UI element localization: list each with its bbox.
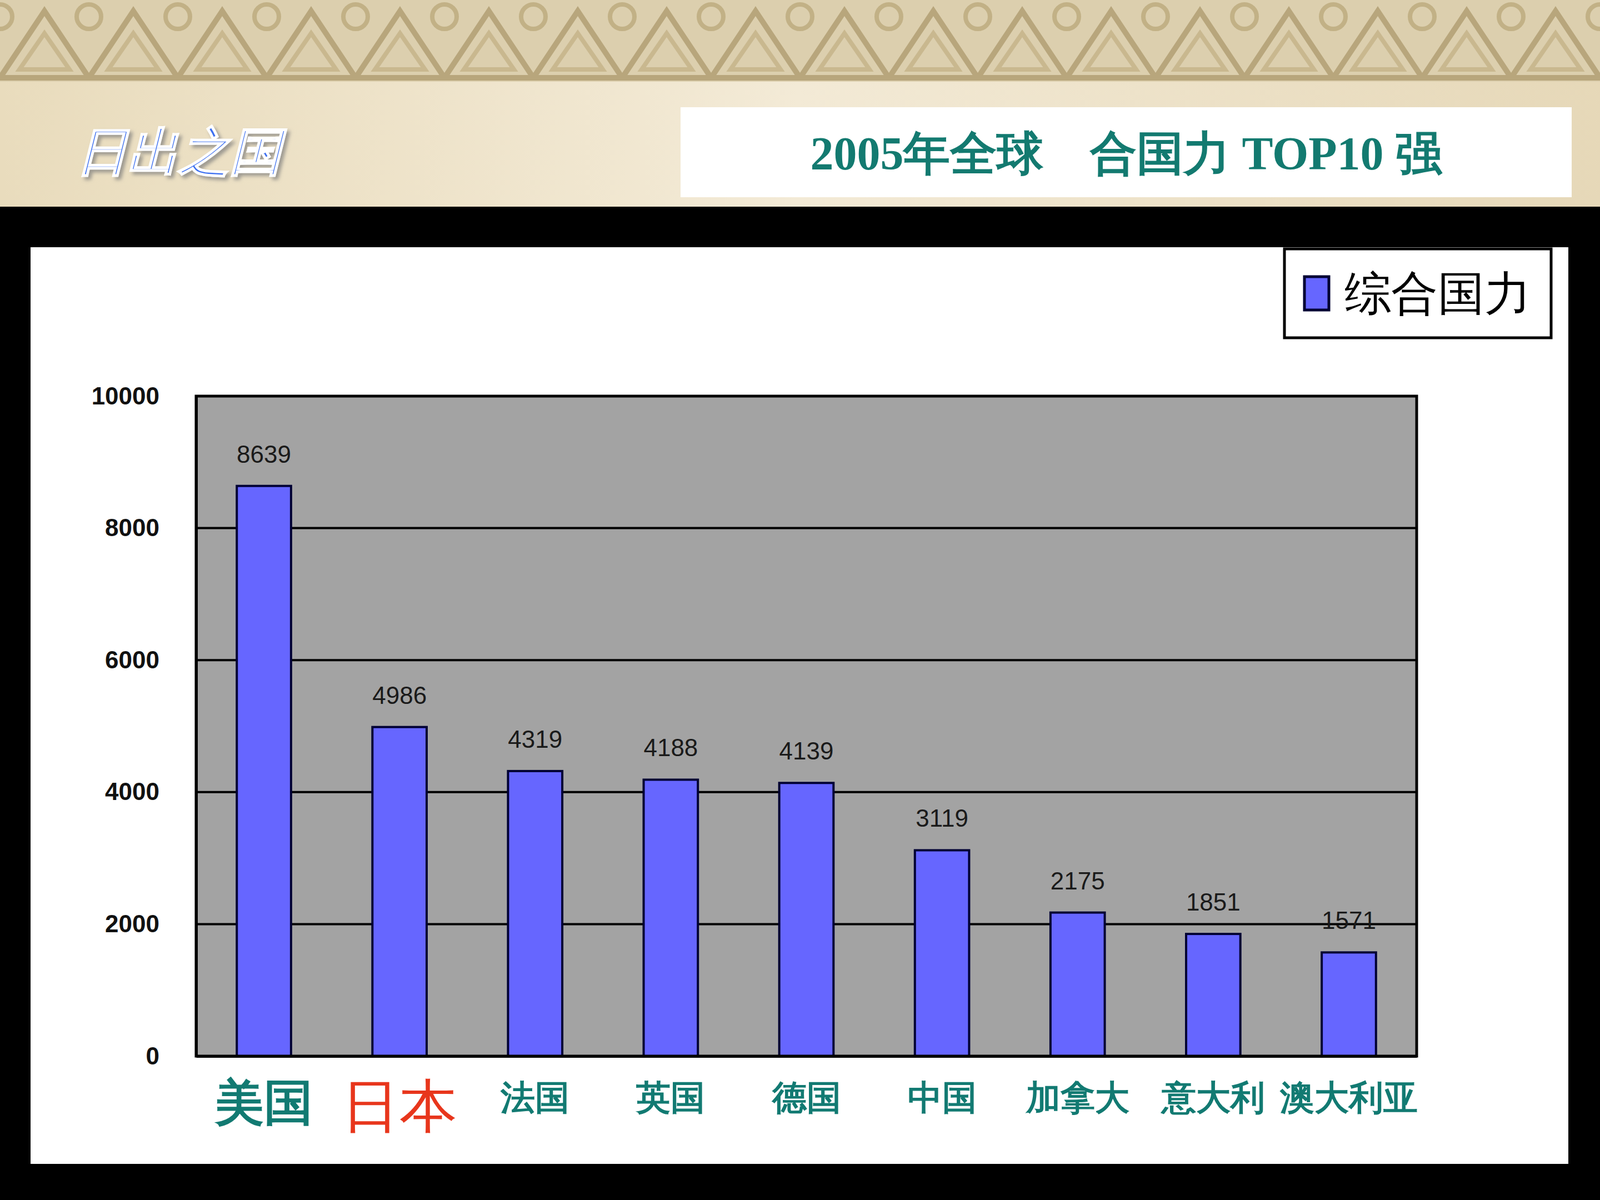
y-tick-label: 0 bbox=[146, 1042, 160, 1070]
chart-panel bbox=[30, 247, 1569, 1164]
x-tick: 加拿大 bbox=[1025, 1056, 1130, 1117]
data-label: 3119 bbox=[915, 804, 969, 832]
data-label: 8639 bbox=[236, 440, 292, 468]
bar bbox=[372, 727, 427, 1057]
x-axis: 美国日本 法国 英国 德国 中国 加拿大意大利澳大利亚 bbox=[196, 1056, 1418, 1139]
plot-background bbox=[196, 396, 1417, 1057]
bar bbox=[643, 779, 699, 1057]
x-tick-label: 德国 bbox=[771, 1078, 842, 1117]
legend: 综合国力 bbox=[1284, 248, 1552, 338]
grid-line bbox=[196, 658, 1417, 662]
x-tick: 澳大利亚 bbox=[1279, 1056, 1418, 1117]
x-tick: 日本 bbox=[341, 1056, 458, 1139]
y-tick: 4000 bbox=[105, 777, 197, 805]
data-labels: 8639 4986 4319 4188 4139 3119 2175 1851 1571 bbox=[236, 440, 1377, 935]
x-tick-label: 加拿大 bbox=[1025, 1078, 1130, 1117]
bar bbox=[915, 850, 970, 1057]
frame bbox=[0, 206, 1600, 1200]
bar bbox=[779, 782, 834, 1057]
data-label: 1571 bbox=[1321, 906, 1377, 934]
x-tick-label: 美国 bbox=[213, 1076, 313, 1130]
y-tick: 0 bbox=[146, 1042, 197, 1070]
y-tick: 8000 bbox=[105, 513, 197, 542]
x-tick: 德国 bbox=[771, 1056, 842, 1117]
bar bbox=[1186, 933, 1241, 1057]
x-tick-label: 澳大利亚 bbox=[1279, 1078, 1418, 1117]
data-label: 4188 bbox=[643, 733, 698, 762]
x-tick-label: 英国 bbox=[635, 1078, 705, 1117]
y-tick-label: 2000 bbox=[105, 910, 160, 938]
grid-line bbox=[196, 527, 1417, 530]
x-tick: 美国 bbox=[213, 1056, 313, 1130]
data-label: 1851 bbox=[1186, 888, 1241, 916]
bars bbox=[236, 486, 1377, 1057]
x-tick: 英国 bbox=[635, 1056, 705, 1117]
data-label: 2175 bbox=[1050, 867, 1105, 895]
bar bbox=[507, 771, 563, 1057]
legend-label: 综合国力 bbox=[1344, 266, 1532, 321]
x-axis-line bbox=[196, 1055, 1418, 1058]
x-tick: 中国 bbox=[907, 1056, 977, 1117]
bar bbox=[236, 486, 292, 1057]
grid bbox=[196, 396, 1417, 1057]
x-tick-label: 法国 bbox=[500, 1078, 570, 1117]
x-tick: 法国 bbox=[500, 1056, 570, 1117]
y-axis: 0 2000 4000 6000 8000 10000 bbox=[91, 382, 197, 1070]
bar bbox=[1050, 912, 1105, 1057]
data-label: 4986 bbox=[372, 681, 427, 709]
y-tick-label: 10000 bbox=[91, 382, 160, 410]
header-pattern bbox=[0, 0, 1600, 82]
x-tick-label: 中国 bbox=[907, 1078, 977, 1117]
y-tick-label: 6000 bbox=[105, 646, 160, 674]
legend-box bbox=[1284, 248, 1552, 338]
y-tick-label: 8000 bbox=[105, 513, 160, 542]
y-tick: 2000 bbox=[105, 910, 197, 938]
y-axis-line bbox=[195, 396, 198, 1057]
bar bbox=[1321, 952, 1377, 1057]
y-tick-label: 4000 bbox=[105, 777, 160, 805]
title-box bbox=[680, 107, 1572, 198]
x-tick: 意大利 bbox=[1160, 1056, 1265, 1117]
slide: 日出之国 2005年全球 合国力 TOP10 强 0 2000 4000 6000 8000… bbox=[0, 0, 1600, 1200]
data-label: 4319 bbox=[507, 725, 563, 753]
y-tick: 10000 bbox=[91, 382, 197, 410]
x-tick-label: 日本 bbox=[341, 1074, 458, 1139]
slide-title: 日出之国 bbox=[76, 122, 288, 182]
chart-title: 2005年全球 合国力 TOP10 强 bbox=[810, 127, 1443, 180]
data-label: 4139 bbox=[779, 737, 834, 765]
x-tick-label: 意大利 bbox=[1160, 1078, 1265, 1117]
plot-frame bbox=[196, 396, 1417, 1057]
y-tick: 6000 bbox=[105, 646, 197, 674]
grid-line bbox=[196, 1055, 1417, 1058]
legend-swatch bbox=[1304, 276, 1329, 310]
header-band bbox=[0, 0, 1600, 207]
